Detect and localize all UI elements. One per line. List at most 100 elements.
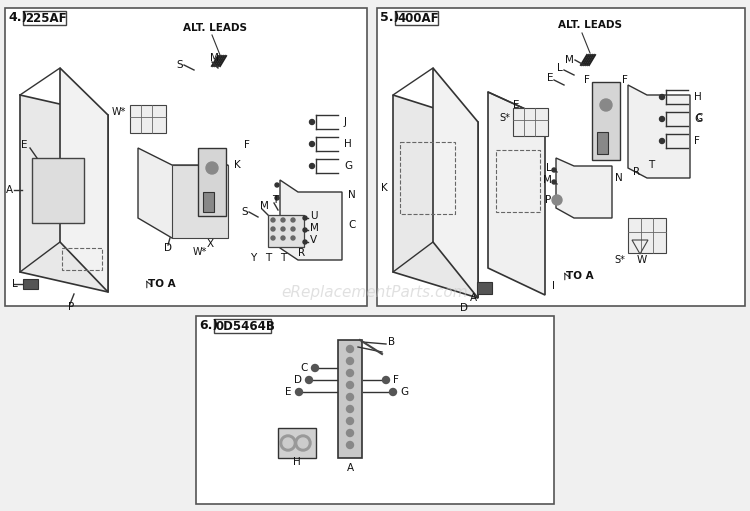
Text: L: L: [557, 63, 563, 73]
Circle shape: [311, 364, 319, 371]
Polygon shape: [280, 180, 342, 260]
Polygon shape: [433, 68, 478, 298]
Text: 400AF: 400AF: [397, 12, 439, 25]
Text: E: E: [513, 100, 520, 110]
Bar: [395, 11, 438, 25]
Bar: [214, 319, 271, 333]
Text: T: T: [648, 160, 654, 170]
Circle shape: [346, 406, 353, 412]
Text: eReplacementParts.com: eReplacementParts.com: [282, 285, 468, 299]
Text: W*: W*: [193, 247, 207, 257]
Circle shape: [271, 218, 275, 222]
Text: F: F: [584, 75, 590, 85]
Text: F: F: [244, 140, 250, 150]
Text: W*: W*: [112, 107, 126, 117]
Polygon shape: [628, 85, 690, 178]
Circle shape: [659, 117, 664, 122]
Text: P: P: [544, 195, 551, 205]
Bar: [338, 340, 362, 458]
Circle shape: [310, 120, 314, 125]
Text: F: F: [622, 75, 628, 85]
Text: C: C: [301, 363, 308, 373]
Bar: [196, 316, 554, 504]
Circle shape: [346, 358, 353, 364]
Circle shape: [303, 228, 307, 232]
Circle shape: [552, 180, 556, 184]
Text: J: J: [344, 117, 347, 127]
Text: D: D: [164, 243, 172, 253]
Text: H: H: [293, 457, 301, 467]
Circle shape: [271, 227, 275, 231]
Text: E: E: [22, 140, 28, 150]
Bar: [32, 158, 84, 223]
Text: G: G: [344, 161, 352, 171]
Bar: [400, 142, 455, 214]
Bar: [5, 8, 367, 306]
Text: A: A: [470, 293, 477, 303]
Bar: [23, 279, 38, 289]
Text: D: D: [460, 303, 468, 313]
Text: U: U: [310, 211, 317, 221]
Circle shape: [281, 236, 285, 240]
Text: N: N: [615, 173, 622, 183]
Circle shape: [346, 345, 353, 353]
Circle shape: [346, 393, 353, 401]
Circle shape: [310, 142, 314, 147]
Text: A: A: [6, 185, 13, 195]
Text: D: D: [294, 375, 302, 385]
Text: 6.): 6.): [199, 319, 218, 333]
Circle shape: [303, 240, 307, 244]
Text: L: L: [546, 163, 552, 173]
Circle shape: [346, 382, 353, 388]
Text: Y: Y: [250, 253, 256, 263]
Text: G: G: [694, 114, 702, 124]
Text: TO A: TO A: [566, 271, 594, 281]
Text: N: N: [348, 190, 355, 200]
Text: M: M: [260, 201, 268, 211]
Text: C: C: [348, 220, 355, 230]
Text: P: P: [68, 302, 74, 312]
Text: L: L: [12, 279, 18, 289]
Circle shape: [283, 438, 293, 448]
Text: G: G: [400, 387, 408, 397]
Text: R: R: [298, 248, 305, 258]
Text: M: M: [566, 55, 574, 65]
Text: S*: S*: [614, 255, 625, 265]
Text: S: S: [242, 207, 248, 217]
Circle shape: [280, 435, 296, 451]
Text: 5.): 5.): [380, 12, 399, 25]
Text: K: K: [234, 160, 241, 170]
Circle shape: [298, 438, 308, 448]
Polygon shape: [60, 68, 108, 292]
Bar: [477, 282, 492, 294]
Circle shape: [310, 164, 314, 169]
Text: ALT. LEADS: ALT. LEADS: [558, 20, 622, 30]
Circle shape: [295, 435, 311, 451]
Circle shape: [291, 218, 295, 222]
Text: T: T: [280, 253, 286, 263]
Circle shape: [281, 218, 285, 222]
Circle shape: [281, 227, 285, 231]
Text: M: M: [543, 175, 552, 185]
Circle shape: [271, 236, 275, 240]
Circle shape: [346, 430, 353, 436]
Bar: [198, 148, 226, 216]
Text: S: S: [176, 60, 183, 70]
Text: X: X: [206, 239, 214, 249]
Text: B: B: [388, 337, 395, 347]
Text: 225AF: 225AF: [25, 12, 67, 25]
Polygon shape: [20, 95, 108, 292]
Text: E: E: [286, 387, 292, 397]
Circle shape: [346, 442, 353, 449]
Circle shape: [291, 236, 295, 240]
Text: K: K: [381, 183, 388, 193]
Bar: [203, 192, 214, 212]
Polygon shape: [488, 92, 545, 295]
Circle shape: [303, 216, 307, 220]
Text: V: V: [310, 235, 317, 245]
Text: E: E: [547, 73, 553, 83]
Text: H: H: [694, 92, 702, 102]
Bar: [62, 248, 102, 270]
Bar: [172, 165, 228, 238]
Text: H: H: [344, 139, 352, 149]
